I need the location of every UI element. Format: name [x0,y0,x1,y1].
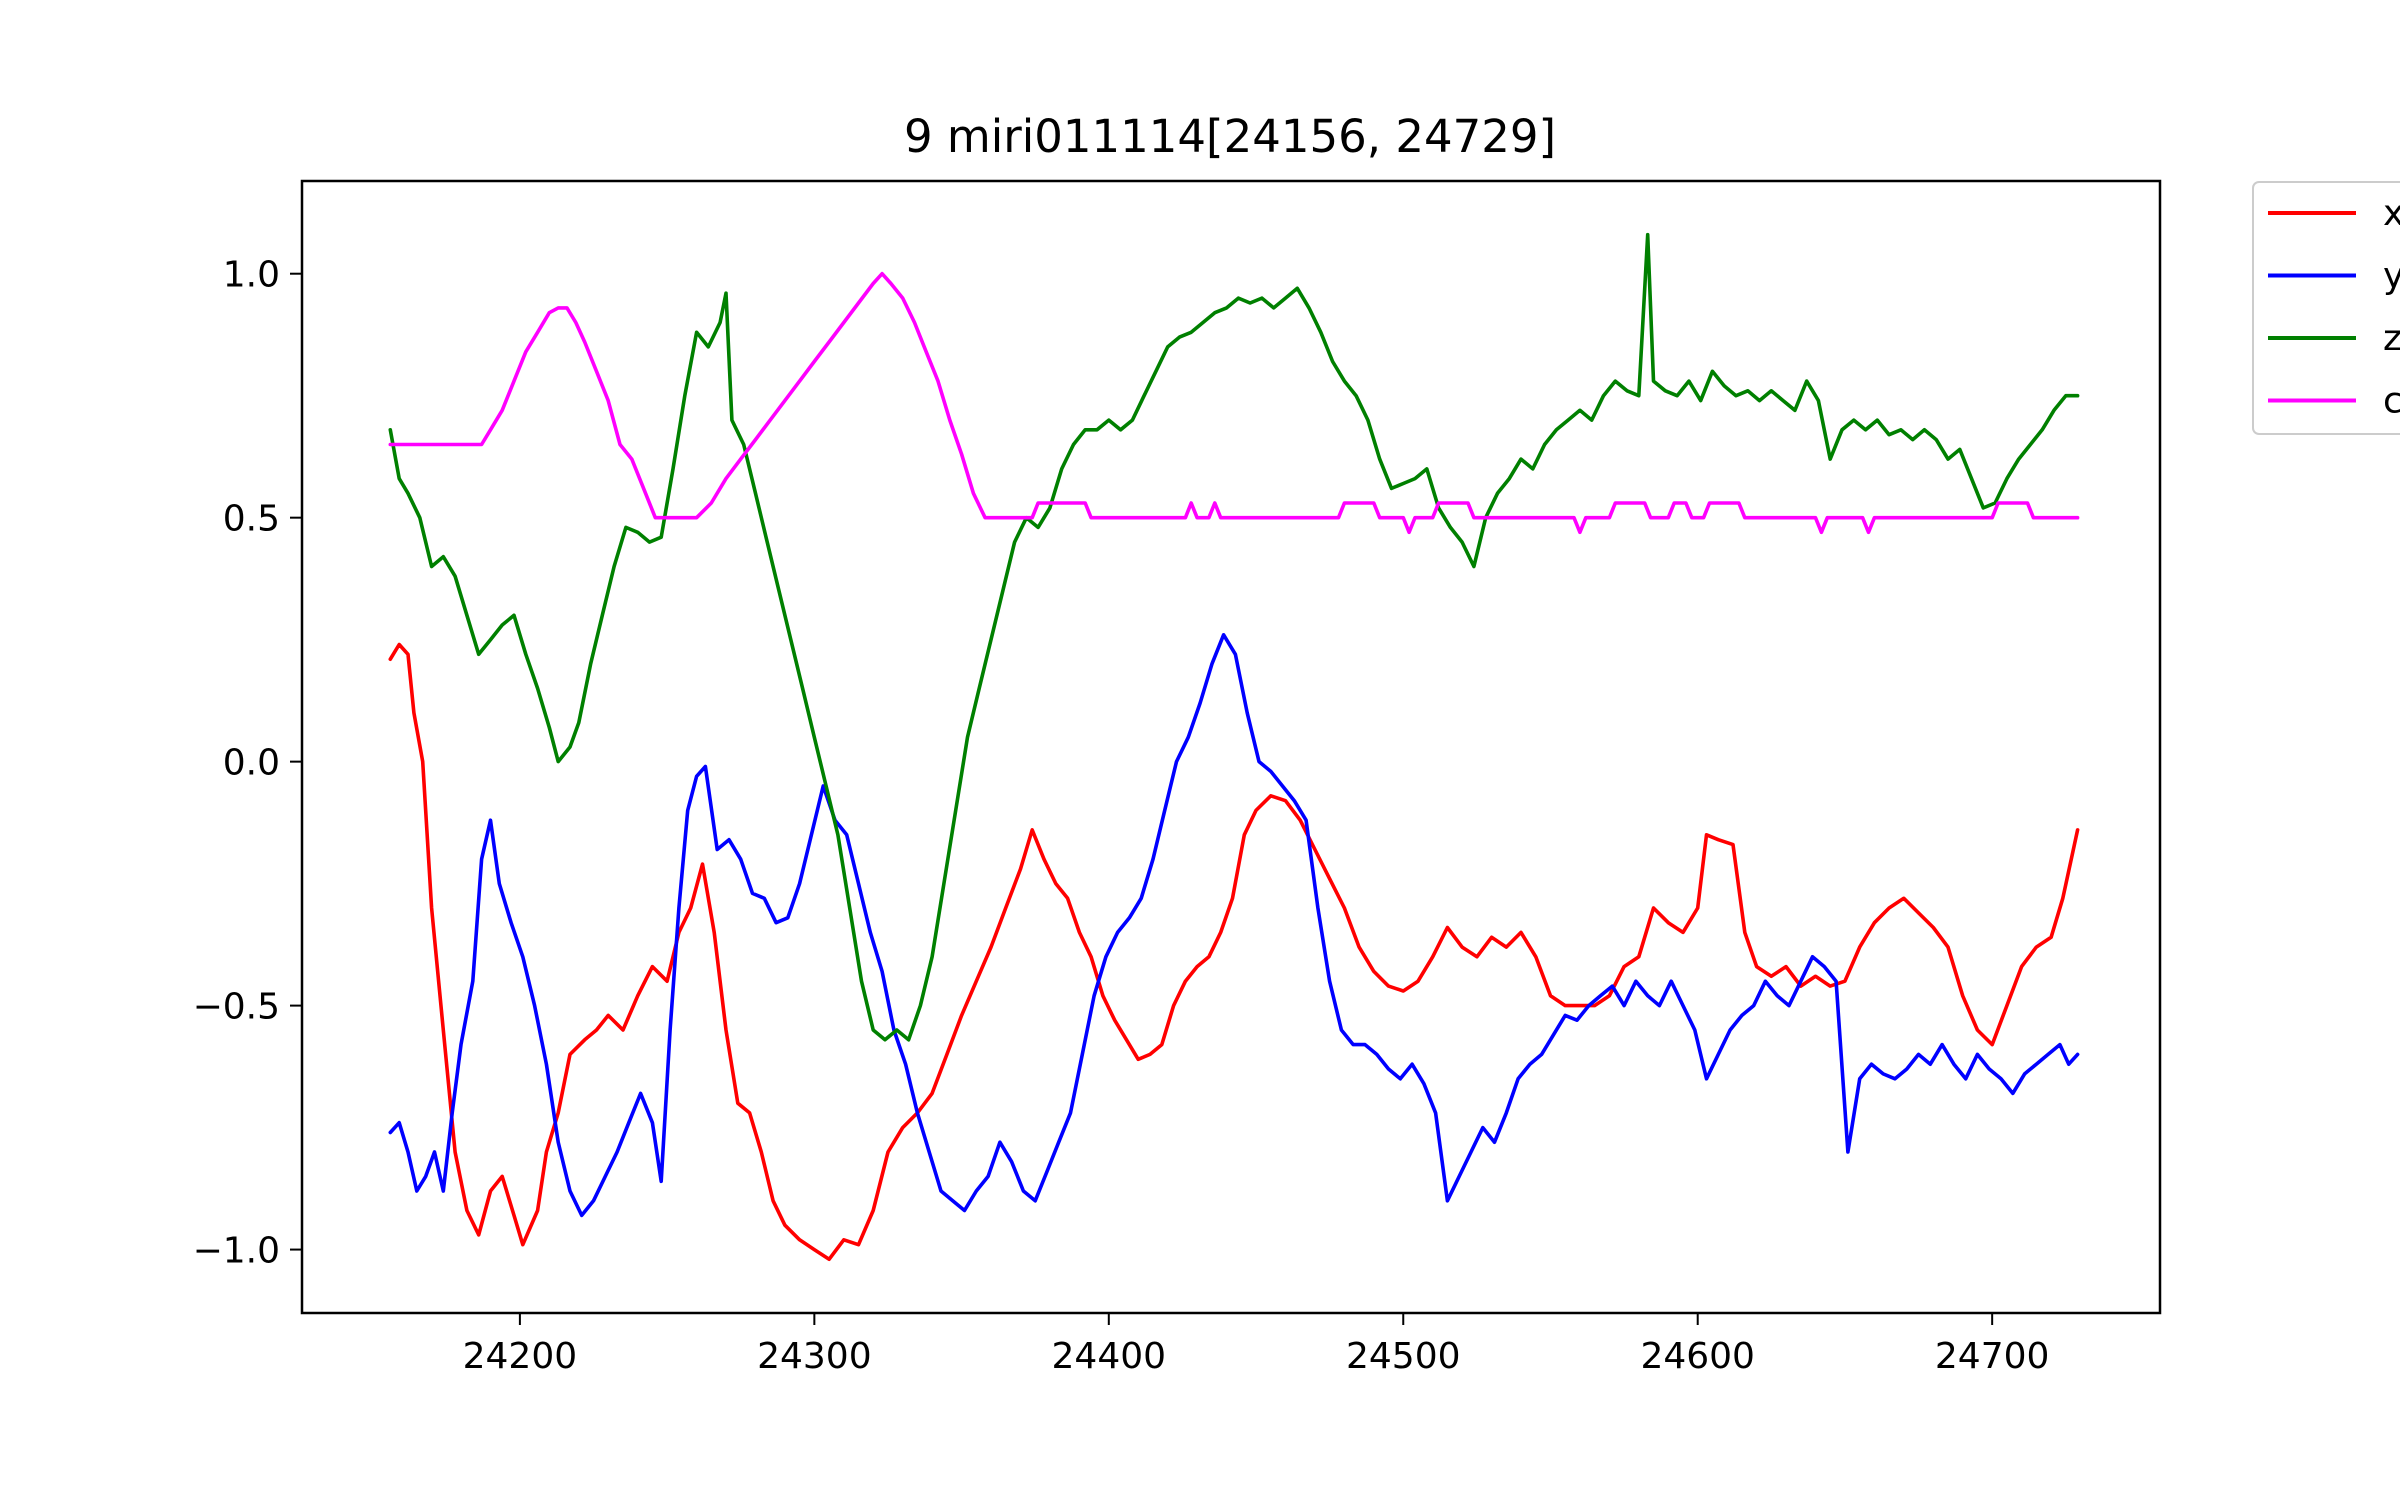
x-tick-label-3: 24500 [1346,1336,1461,1377]
y-tick-label-4: −1.0 [193,1231,280,1272]
y-axis: 1.0 0.5 0.0 −0.5 −1.0 [193,255,302,1272]
legend-label-x: x [2383,193,2400,234]
x-tick-label-5: 24700 [1935,1336,2050,1377]
y-tick-label-2: 0.0 [223,743,280,784]
legend-label-z: z [2383,318,2400,359]
chart-title: 9 miri011114[24156, 24729] [904,110,1556,163]
x-tick-label-4: 24600 [1640,1336,1755,1377]
plot-frame [300,179,2162,1315]
series-line-x [388,642,2080,1262]
series-line-y [388,633,2080,1218]
y-tick-label-0: 1.0 [223,255,280,296]
y-tick-label-1: 0.5 [223,499,280,540]
x-axis: 24200 24300 24400 24500 24600 24700 [463,1313,2050,1377]
x-tick-label-0: 24200 [463,1336,578,1377]
x-tick-label-2: 24400 [1052,1336,1167,1377]
y-tick-label-3: −0.5 [193,987,280,1028]
legend-box [2252,181,2400,435]
series-line-c [388,271,2080,535]
legend-label-c: c [2383,381,2400,422]
series-layer [388,232,2080,1262]
series-line-z [388,232,2080,1042]
legend-label-y: y [2383,256,2400,297]
x-tick-label-1: 24300 [757,1336,872,1377]
